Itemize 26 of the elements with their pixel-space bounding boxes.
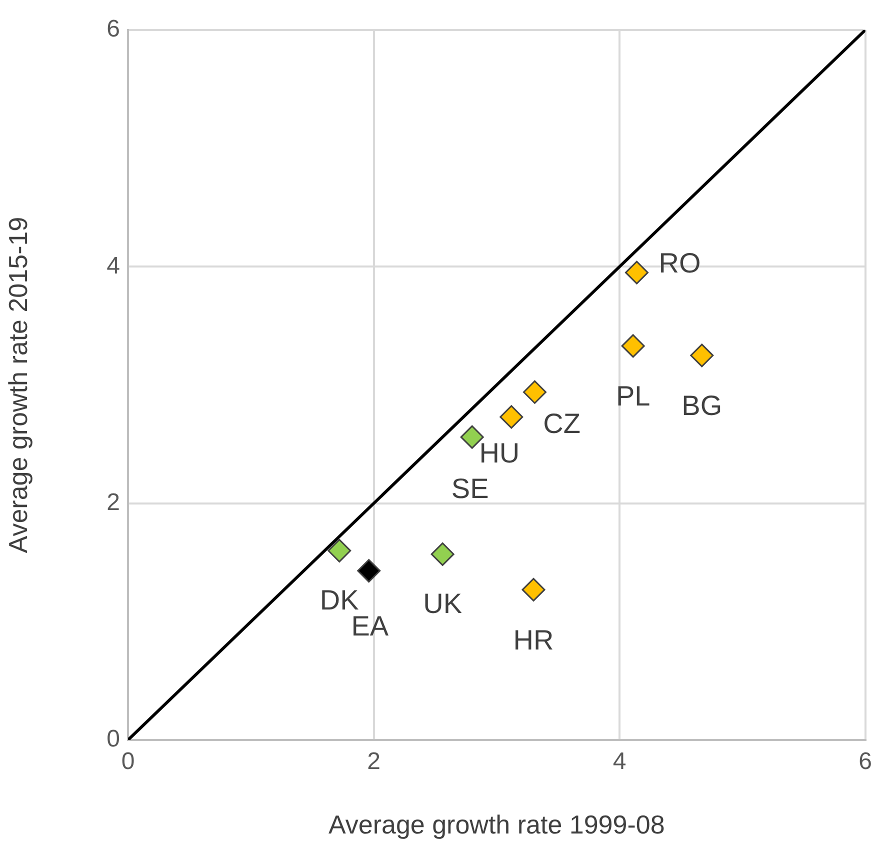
point: [357, 559, 381, 583]
point: [430, 542, 454, 566]
point: [522, 578, 546, 602]
y-tick-label: 4: [106, 252, 120, 280]
point: [523, 380, 547, 404]
annotation: HU: [479, 438, 520, 469]
y-axis-title: Average growth rate 2015-19: [2, 216, 33, 554]
annotation: HR: [513, 624, 554, 656]
annotation: PL: [616, 380, 650, 412]
point: [500, 405, 524, 429]
x-tick-label: 6: [858, 748, 872, 776]
annotation: UK: [423, 588, 462, 619]
annotation: RO: [658, 247, 701, 278]
x-tick-label: 4: [612, 748, 626, 776]
point: [328, 538, 352, 562]
point: [625, 260, 649, 284]
y-tick-label: 0: [106, 726, 120, 753]
x-axis-title: Average growth rate 1999-08: [328, 810, 665, 840]
y-tick-label: 6: [106, 16, 120, 43]
point: [621, 334, 645, 358]
point: [690, 344, 714, 368]
y-tick-label: 2: [106, 488, 120, 516]
annotation: BG: [682, 390, 722, 422]
annotation: SE: [451, 472, 489, 504]
annotation: CZ: [543, 408, 580, 439]
x-tick-label: 2: [367, 748, 380, 776]
